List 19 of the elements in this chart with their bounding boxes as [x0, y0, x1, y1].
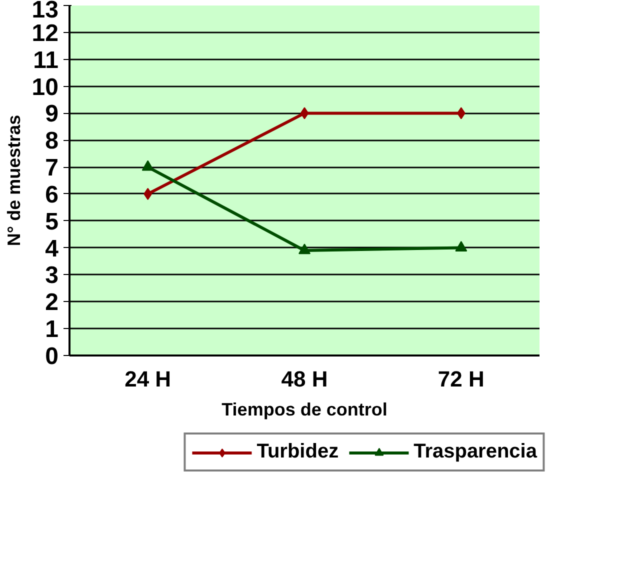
legend-label: Turbidez [256, 440, 339, 464]
x-tick-label: 72 H [438, 366, 484, 392]
y-tick-label: 0 [45, 343, 59, 370]
y-tick-label: 5 [45, 208, 59, 236]
legend-label: Trasparencia [414, 440, 537, 464]
y-tick-label: 10 [32, 74, 59, 101]
y-tick-label: 9 [45, 100, 59, 128]
y-tick-label: 7 [45, 154, 59, 182]
y-tick-label: 3 [45, 262, 59, 290]
y-tick-label: 6 [45, 181, 59, 208]
y-axis-title: N° de muestras [4, 114, 24, 246]
x-axis-title: Tiempos de control [222, 400, 388, 420]
y-tick-label: 8 [45, 128, 59, 155]
y-tick-label: 4 [45, 235, 60, 262]
x-tick-label: 24 H [124, 366, 172, 392]
y-tick-label: 2 [45, 289, 59, 316]
y-tick-label: 11 [33, 46, 59, 74]
x-tick-label: 48 H [281, 366, 328, 392]
y-tick-label: 1 [45, 316, 59, 344]
